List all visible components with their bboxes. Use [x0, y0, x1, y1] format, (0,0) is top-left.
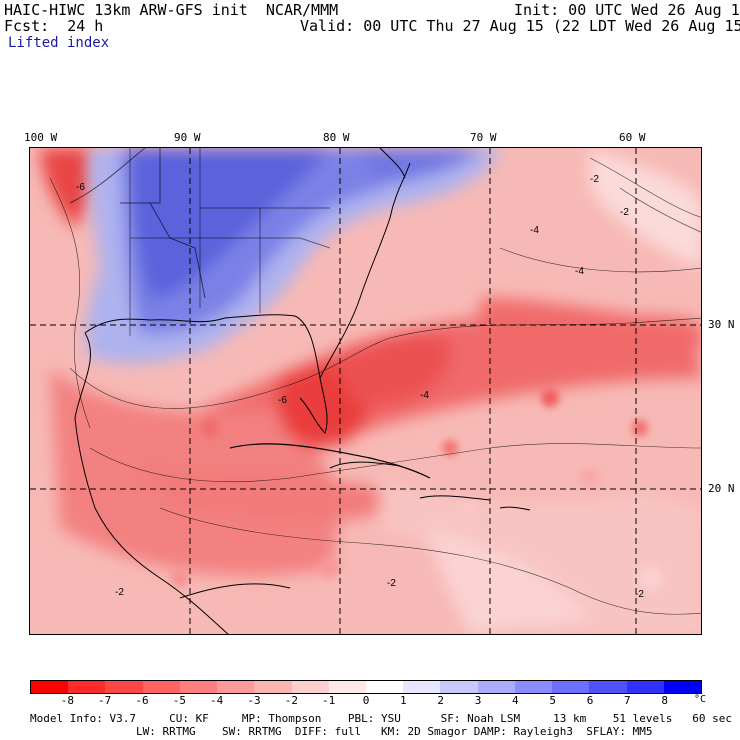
contour-label: -6 [76, 182, 85, 193]
colorbar-cell [440, 681, 478, 693]
contour-label: -2 [635, 589, 644, 600]
colorbar-tick-label: -6 [135, 694, 149, 707]
contour-label: -2 [115, 587, 124, 598]
colorbar-cell [105, 681, 143, 693]
colorbar-cell [365, 681, 404, 693]
lon-label-70w: 70 W [470, 131, 497, 144]
colorbar-cell [477, 681, 515, 693]
model-info-line-1: Model Info: V3.7 CU: KF MP: Thompson PBL… [30, 712, 732, 725]
colorbar [30, 680, 702, 694]
init-time: Init: 00 UTC Wed 26 Aug 15 [514, 1, 740, 19]
coastlines [69, 148, 531, 634]
lifted-index-map: -6 -2 -4 -4 -2 -2 -2 -6 -2 -4 [29, 147, 702, 635]
colorbar-cell [589, 681, 627, 693]
model-info-line-2: LW: RRTMG SW: RRTMG DIFF: full KM: 2D Sm… [30, 725, 653, 738]
map-canvas: -6 -2 -4 -4 -2 -2 -2 -6 -2 -4 [30, 148, 701, 634]
colorbar-tick-label: -2 [284, 694, 298, 707]
colorbar-tick-label: -4 [210, 694, 224, 707]
contour-label: -2 [387, 578, 396, 589]
lon-label-60w: 60 W [619, 131, 646, 144]
colorbar-unit: °C [694, 694, 707, 705]
colorbar-tick-label: 6 [586, 694, 594, 707]
colorbar-tick-label: 3 [474, 694, 482, 707]
lat-label-20n: 20 N [708, 482, 735, 495]
colorbar-tick-label: 1 [400, 694, 407, 707]
contour-label: -2 [620, 207, 629, 218]
contour-lines [49, 157, 701, 615]
field-name: Lifted index [8, 35, 110, 51]
colorbar-cell [31, 681, 69, 693]
colorbar-cell [142, 681, 180, 693]
colorbar-cell [291, 681, 329, 693]
colorbar-tick-label: 5 [549, 694, 556, 707]
model-title: HAIC-HIWC 13km ARW-GFS init NCAR/MMM [4, 1, 339, 19]
contour-label: -4 [420, 390, 429, 401]
contour-label: -4 [530, 225, 539, 236]
colorbar-cell [514, 681, 553, 693]
colorbar-tick-label: -5 [172, 694, 186, 707]
colorbar-tick-label: -3 [247, 694, 261, 707]
colorbar-tick-label: 7 [624, 694, 631, 707]
lat-lon-grid [30, 148, 701, 634]
colorbar-tick-label: 0 [362, 694, 370, 707]
colorbar-tick-label: -1 [322, 694, 336, 707]
contour-label-group: -6 -2 -4 -4 -2 -2 -2 -6 -2 -4 [76, 174, 644, 600]
contour-label: -2 [590, 174, 599, 185]
valid-time: Valid: 00 UTC Thu 27 Aug 15 (22 LDT Wed … [300, 17, 740, 35]
colorbar-cell [626, 681, 664, 693]
lon-label-90w: 90 W [174, 131, 201, 144]
colorbar-tick-label: 4 [512, 694, 519, 707]
colorbar-cell [328, 681, 366, 693]
colorbar-cell [663, 681, 701, 693]
colorbar-ticks: -8 -7 -6 -5 -4 -3 -2 -1 0 1 2 3 4 5 6 7 8 [30, 694, 702, 708]
lon-label-100w: 100 W [24, 131, 58, 144]
lat-label-30n: 30 N [708, 318, 735, 331]
lon-label-80w: 80 W [323, 131, 350, 144]
colorbar-cell [179, 681, 218, 693]
colorbar-tick-label: -8 [60, 694, 74, 707]
colorbar-tick-label: -7 [98, 694, 112, 707]
colorbar-cell [217, 681, 255, 693]
contour-label: -4 [575, 266, 584, 277]
small-convective-cells [171, 389, 662, 590]
colorbar-tick-label: 8 [661, 694, 668, 707]
colorbar-tick-label: 2 [437, 694, 444, 707]
colorbar-cell [403, 681, 441, 693]
colorbar-cell [68, 681, 106, 693]
contour-label: -6 [278, 395, 287, 406]
colorbar-cell [254, 681, 292, 693]
colorbar-cell [552, 681, 590, 693]
forecast-hour: Fcst: 24 h [4, 17, 104, 35]
